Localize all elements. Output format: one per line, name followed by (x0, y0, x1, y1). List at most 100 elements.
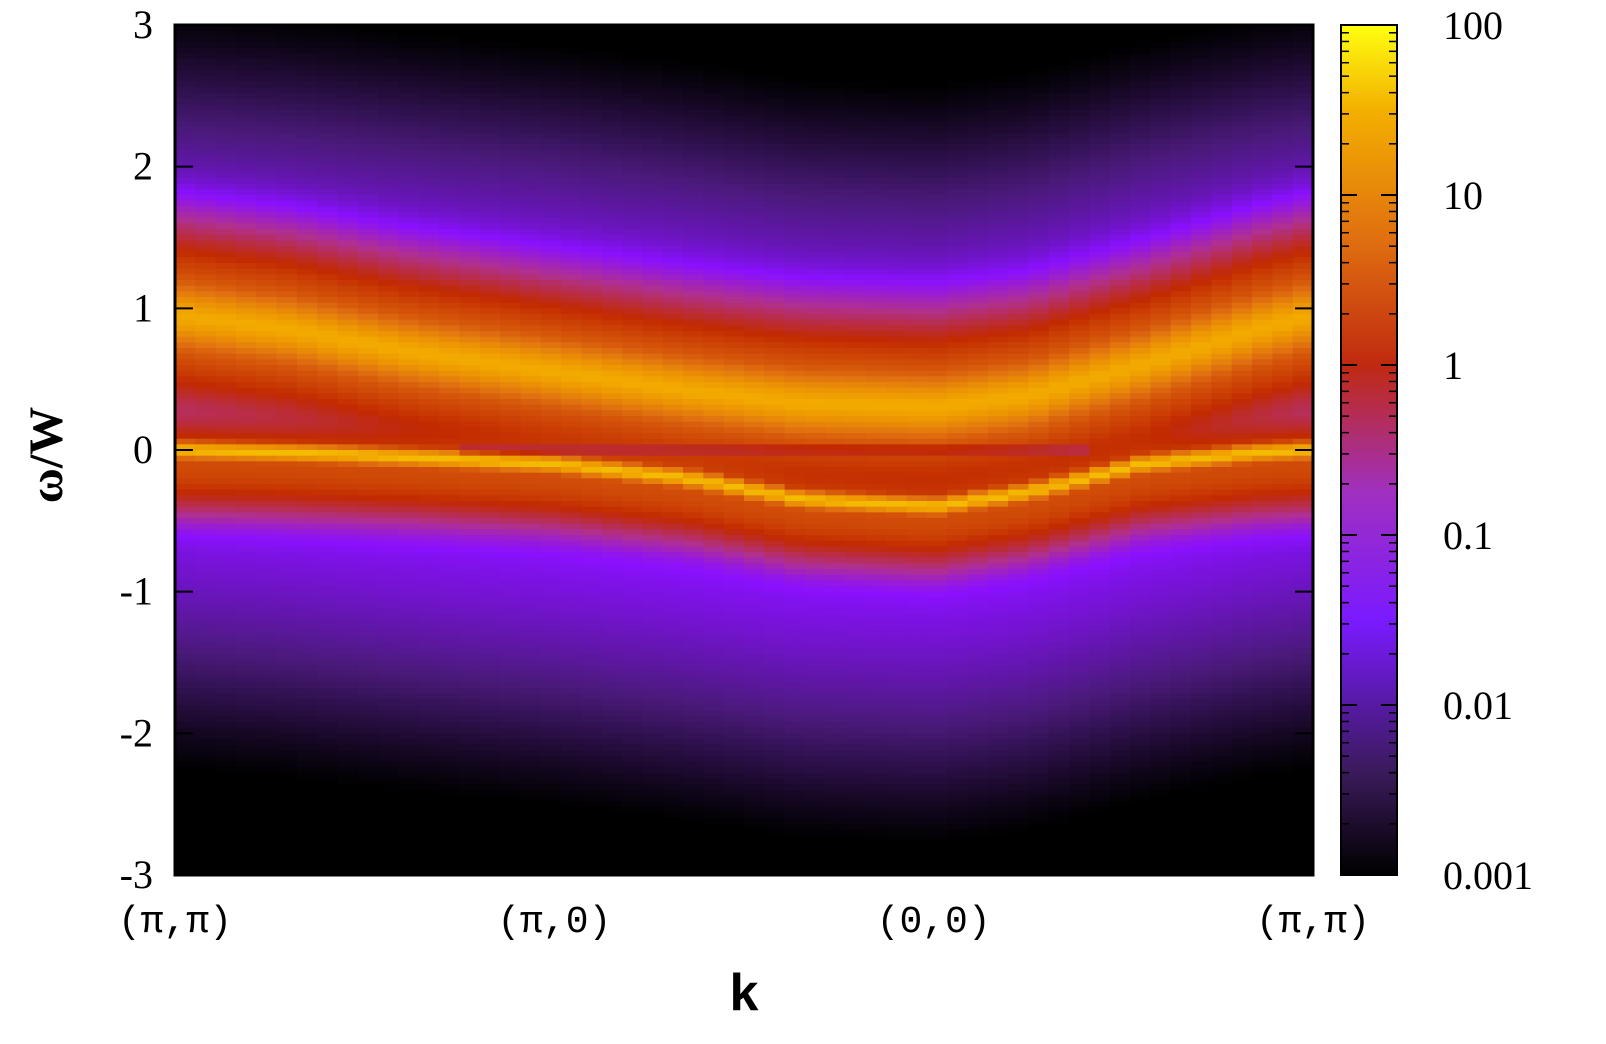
heatmap-cell (744, 829, 765, 836)
heatmap-cell (825, 569, 847, 576)
heatmap-cell (561, 30, 583, 37)
heatmap-cell (520, 574, 542, 581)
heatmap-cell (703, 53, 725, 60)
heatmap-cell (439, 846, 461, 853)
heatmap-cell (723, 268, 745, 275)
heatmap-cell (296, 676, 318, 683)
heatmap-cell (804, 291, 826, 298)
heatmap-cell (520, 818, 542, 825)
heatmap-cell (256, 161, 278, 168)
heatmap-cell (601, 705, 623, 712)
heatmap-cell (764, 603, 786, 610)
heatmap-cell (500, 280, 522, 287)
heatmap-cell (581, 801, 603, 808)
heatmap-cell (357, 614, 379, 621)
heatmap-cell (683, 342, 704, 349)
heatmap-cell (256, 495, 278, 502)
heatmap-cell (561, 427, 583, 434)
heatmap-cell (479, 665, 501, 672)
heatmap-cell (296, 81, 318, 88)
heatmap-cell (195, 76, 217, 83)
heatmap-cell (662, 569, 684, 576)
heatmap-cell (256, 829, 278, 836)
heatmap-cell (418, 353, 440, 360)
heatmap-cell (175, 489, 196, 496)
heatmap-cell (195, 546, 217, 553)
heatmap-cell (703, 761, 725, 768)
heatmap-cell (317, 773, 339, 780)
heatmap-cell (723, 421, 745, 428)
heatmap-cell (804, 597, 826, 604)
heatmap-cell (744, 144, 765, 151)
heatmap-cell (642, 274, 664, 281)
heatmap-cell (520, 365, 542, 372)
heatmap-cell (804, 829, 826, 836)
heatmap-cell (276, 93, 298, 100)
heatmap-cell (215, 614, 237, 621)
heatmap-cell (845, 257, 867, 264)
heatmap-cell (662, 223, 684, 230)
heatmap-cell (500, 535, 522, 542)
heatmap-cell (825, 523, 847, 530)
heatmap-cell (256, 217, 278, 224)
heatmap-cell (439, 784, 461, 791)
heatmap-cell (845, 172, 867, 179)
heatmap-cell (500, 501, 522, 508)
heatmap-cell (175, 161, 196, 168)
heatmap-cell (561, 535, 583, 542)
heatmap-cell (398, 433, 420, 440)
heatmap-cell (622, 257, 643, 264)
heatmap-cell (642, 110, 664, 117)
heatmap-cell (581, 155, 603, 162)
heatmap-cell (215, 489, 237, 496)
heatmap-cell (500, 217, 522, 224)
heatmap-cell (175, 427, 196, 434)
heatmap-cell (561, 501, 583, 508)
heatmap-cell (642, 784, 664, 791)
heatmap-cell (520, 314, 542, 321)
heatmap-cell (378, 30, 400, 37)
heatmap-cell (500, 178, 522, 185)
heatmap-cell (520, 586, 542, 593)
heatmap-cell (296, 801, 318, 808)
heatmap-cell (703, 115, 725, 122)
heatmap-cell (337, 76, 359, 83)
heatmap-cell (723, 625, 745, 632)
heatmap-cell (378, 319, 400, 326)
heatmap-cell (784, 790, 806, 797)
heatmap-cell (703, 580, 725, 587)
heatmap-cell (337, 807, 359, 814)
heatmap-cell (235, 308, 257, 315)
heatmap-cell (276, 546, 298, 553)
heatmap-cell (459, 790, 481, 797)
heatmap-cell (175, 64, 196, 71)
heatmap-cell (540, 795, 562, 802)
heatmap-cell (520, 597, 542, 604)
heatmap-cell (723, 42, 745, 49)
heatmap-cell (357, 127, 379, 134)
heatmap-cell (439, 421, 461, 428)
heatmap-cell (683, 625, 704, 632)
heatmap-cell (500, 665, 522, 672)
heatmap-cell (561, 98, 583, 105)
heatmap-cell (175, 461, 196, 468)
heatmap-cell (398, 529, 420, 536)
heatmap-cell (317, 444, 339, 451)
heatmap-cell (744, 733, 765, 740)
heatmap-cell (215, 382, 237, 389)
heatmap-cell (215, 206, 237, 213)
heatmap-cell (703, 342, 725, 349)
heatmap-cell (235, 427, 257, 434)
heatmap-cell (540, 807, 562, 814)
heatmap-cell (337, 557, 359, 564)
heatmap-cell (683, 750, 704, 757)
heatmap-cell (561, 654, 583, 661)
heatmap-cell (662, 557, 684, 564)
heatmap-cell (784, 47, 806, 54)
heatmap-cell (439, 552, 461, 559)
heatmap-cell (845, 223, 867, 230)
heatmap-cell (215, 438, 237, 445)
heatmap-cell (337, 659, 359, 666)
heatmap-cell (235, 348, 257, 355)
heatmap-cell (764, 671, 786, 678)
